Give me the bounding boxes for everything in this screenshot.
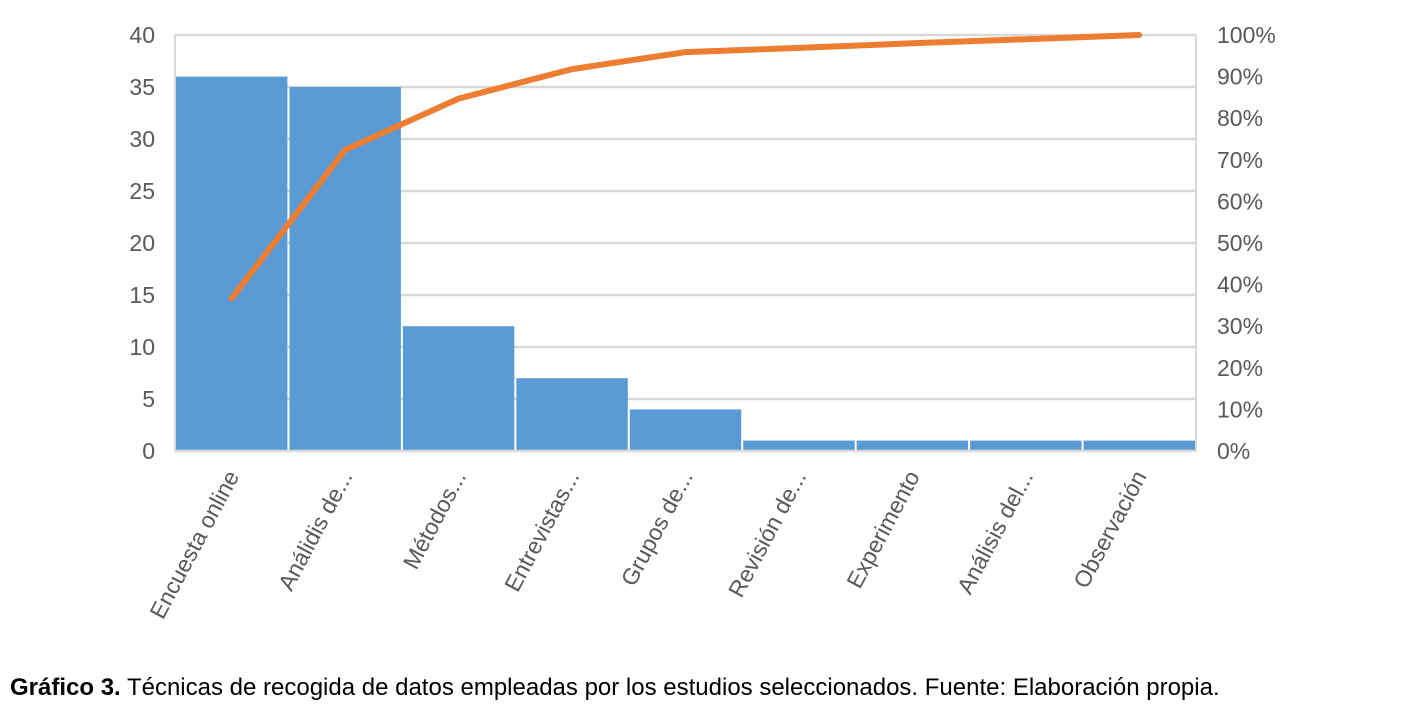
y-tick-label: 0 (142, 438, 155, 464)
bar-4 (516, 378, 628, 451)
bar-8 (970, 440, 1082, 451)
bar-2 (289, 87, 401, 451)
bar-9 (1083, 440, 1195, 451)
x-tick-label: Métodos... (398, 466, 471, 573)
y2-tick-label: 40% (1217, 272, 1263, 298)
bar-1 (176, 76, 288, 451)
x-tick-label: Entrevistas... (499, 466, 584, 596)
figure-caption: Gráfico 3. Técnicas de recogida de datos… (10, 674, 1410, 702)
x-tick-label: Análisis del... (952, 466, 1039, 598)
y2-tick-label: 50% (1217, 230, 1263, 256)
chart-svg: 0 5 10 15 20 25 30 35 40 0% 10% 20% 30% 40% 50% 60% 70% 8… (129, 22, 1276, 623)
y2-tick-label: 100% (1217, 22, 1276, 48)
x-tick-label: Grupos de... (616, 466, 698, 590)
y2-tick-label: 90% (1217, 64, 1263, 90)
y2-tick-label: 20% (1217, 355, 1263, 381)
y2-tick-label: 0% (1217, 438, 1250, 464)
x-tick-label: Revisión de... (723, 466, 811, 601)
bar-7 (856, 440, 969, 451)
x-tick-label: Análidis de... (273, 466, 358, 594)
y2-tick-label: 80% (1217, 105, 1263, 131)
y-tick-label: 40 (129, 22, 155, 48)
x-tick-label: Observación (1068, 466, 1152, 592)
pareto-chart: 0 5 10 15 20 25 30 35 40 0% 10% 20% 30% 40% 50% 60% 70% 8… (129, 22, 1276, 623)
y2-tick-label: 70% (1217, 147, 1263, 173)
bar-5 (629, 409, 742, 451)
y2-tick-label: 30% (1217, 313, 1263, 339)
y-tick-label: 10 (129, 334, 155, 360)
y-tick-label: 20 (129, 230, 155, 256)
x-tick-label: Encuesta online (144, 466, 244, 623)
y-tick-label: 25 (129, 178, 155, 204)
bar-3 (402, 326, 515, 451)
y-tick-label: 15 (129, 282, 155, 308)
bar-6 (743, 440, 855, 451)
x-tick-label: Experimento (841, 466, 925, 592)
y-tick-label: 5 (142, 386, 155, 412)
caption-label: Gráfico 3. (10, 674, 121, 701)
y2-tick-label: 10% (1217, 396, 1263, 422)
y2-tick-label: 60% (1217, 188, 1263, 214)
caption-text: Técnicas de recogida de datos empleadas … (120, 674, 1220, 701)
y-tick-label: 35 (129, 74, 155, 100)
y-tick-label: 30 (129, 126, 155, 152)
